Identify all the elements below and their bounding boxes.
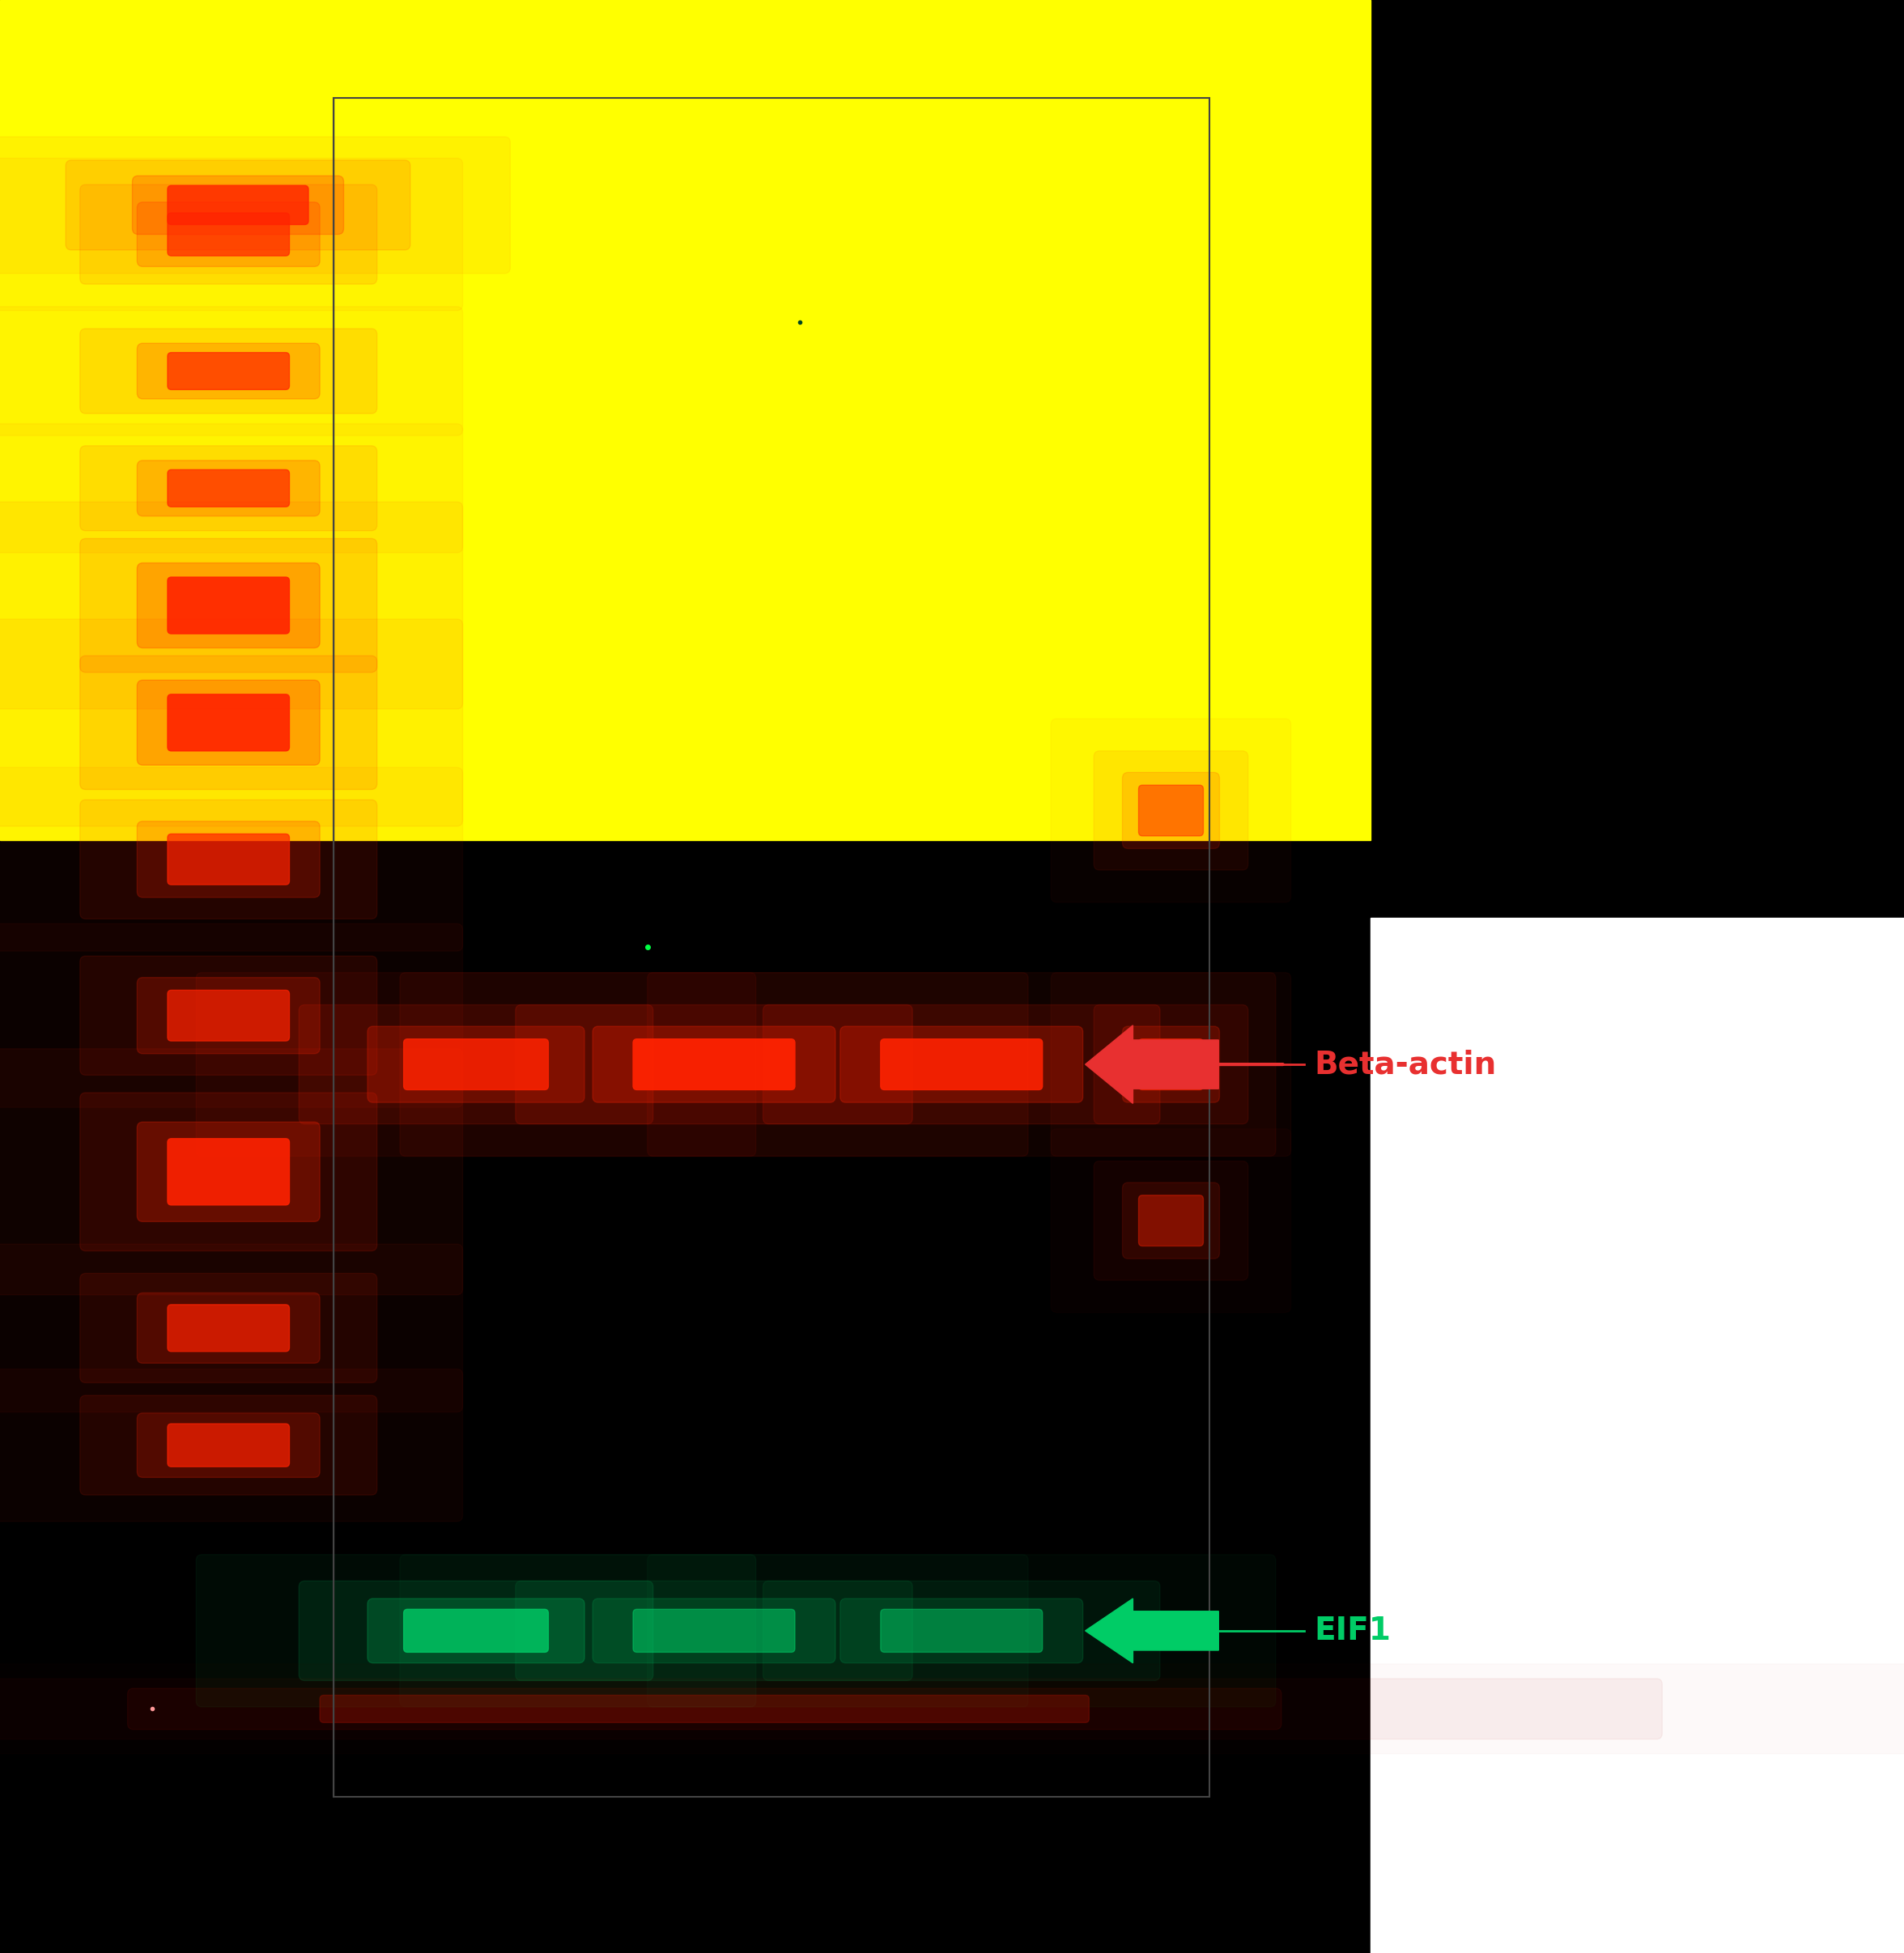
FancyBboxPatch shape	[137, 1293, 320, 1363]
FancyBboxPatch shape	[880, 1609, 1043, 1652]
FancyBboxPatch shape	[137, 203, 320, 266]
FancyBboxPatch shape	[1139, 1195, 1203, 1246]
FancyBboxPatch shape	[168, 1305, 289, 1351]
FancyBboxPatch shape	[196, 1555, 756, 1707]
FancyBboxPatch shape	[168, 693, 289, 750]
FancyBboxPatch shape	[80, 1273, 377, 1383]
Bar	[333, 98, 1209, 1797]
FancyBboxPatch shape	[404, 1039, 548, 1090]
FancyBboxPatch shape	[168, 1139, 289, 1205]
FancyBboxPatch shape	[880, 1039, 1043, 1090]
FancyArrow shape	[1085, 1025, 1219, 1103]
FancyBboxPatch shape	[404, 1609, 548, 1652]
FancyBboxPatch shape	[80, 801, 377, 920]
FancyBboxPatch shape	[168, 990, 289, 1041]
FancyBboxPatch shape	[764, 1004, 1160, 1125]
FancyBboxPatch shape	[168, 471, 289, 506]
FancyBboxPatch shape	[1123, 1184, 1220, 1260]
Bar	[0, 0, 1371, 840]
FancyBboxPatch shape	[647, 973, 1276, 1156]
FancyBboxPatch shape	[299, 1582, 653, 1680]
FancyBboxPatch shape	[168, 834, 289, 885]
FancyBboxPatch shape	[0, 502, 463, 709]
FancyBboxPatch shape	[1093, 1004, 1249, 1125]
FancyBboxPatch shape	[840, 1027, 1083, 1103]
FancyBboxPatch shape	[168, 186, 308, 225]
FancyBboxPatch shape	[137, 344, 320, 398]
FancyArrow shape	[1085, 1598, 1219, 1664]
FancyBboxPatch shape	[299, 1004, 653, 1125]
FancyBboxPatch shape	[80, 1394, 377, 1496]
FancyBboxPatch shape	[320, 1695, 1089, 1723]
FancyBboxPatch shape	[632, 1609, 796, 1652]
FancyBboxPatch shape	[128, 1687, 1281, 1730]
FancyBboxPatch shape	[367, 1598, 585, 1664]
Bar	[0, 0, 1371, 840]
FancyBboxPatch shape	[137, 978, 320, 1055]
FancyBboxPatch shape	[196, 973, 756, 1156]
FancyBboxPatch shape	[137, 461, 320, 516]
Text: EIF1: EIF1	[1314, 1615, 1390, 1646]
FancyBboxPatch shape	[592, 1598, 836, 1664]
Text: Beta-actin: Beta-actin	[1314, 1049, 1497, 1080]
FancyBboxPatch shape	[1093, 752, 1249, 871]
FancyBboxPatch shape	[137, 562, 320, 648]
FancyBboxPatch shape	[168, 1424, 289, 1467]
FancyBboxPatch shape	[516, 1004, 912, 1125]
FancyBboxPatch shape	[137, 680, 320, 766]
FancyBboxPatch shape	[80, 186, 377, 285]
FancyBboxPatch shape	[80, 1094, 377, 1252]
FancyBboxPatch shape	[65, 160, 411, 250]
FancyBboxPatch shape	[0, 1678, 1662, 1738]
FancyBboxPatch shape	[131, 176, 343, 234]
FancyBboxPatch shape	[592, 1027, 836, 1103]
FancyBboxPatch shape	[80, 539, 377, 672]
FancyBboxPatch shape	[400, 973, 1028, 1156]
FancyBboxPatch shape	[137, 1121, 320, 1223]
FancyBboxPatch shape	[0, 619, 463, 826]
FancyBboxPatch shape	[1139, 785, 1203, 836]
FancyBboxPatch shape	[80, 656, 377, 789]
FancyBboxPatch shape	[1139, 1039, 1203, 1090]
FancyBboxPatch shape	[367, 1027, 585, 1103]
FancyBboxPatch shape	[0, 1049, 463, 1295]
Bar	[1371, 918, 1904, 1953]
FancyBboxPatch shape	[840, 1598, 1083, 1664]
Bar	[1371, 918, 1904, 1953]
FancyBboxPatch shape	[80, 445, 377, 531]
FancyBboxPatch shape	[0, 137, 510, 273]
FancyBboxPatch shape	[764, 1582, 1160, 1680]
FancyBboxPatch shape	[1093, 1160, 1249, 1281]
FancyBboxPatch shape	[1123, 1027, 1220, 1103]
FancyBboxPatch shape	[168, 352, 289, 389]
FancyBboxPatch shape	[80, 957, 377, 1074]
FancyBboxPatch shape	[516, 1582, 912, 1680]
FancyBboxPatch shape	[137, 1414, 320, 1476]
FancyBboxPatch shape	[1123, 773, 1220, 848]
FancyBboxPatch shape	[168, 213, 289, 256]
FancyBboxPatch shape	[168, 578, 289, 635]
FancyBboxPatch shape	[80, 328, 377, 414]
FancyBboxPatch shape	[137, 820, 320, 896]
FancyBboxPatch shape	[632, 1039, 796, 1090]
